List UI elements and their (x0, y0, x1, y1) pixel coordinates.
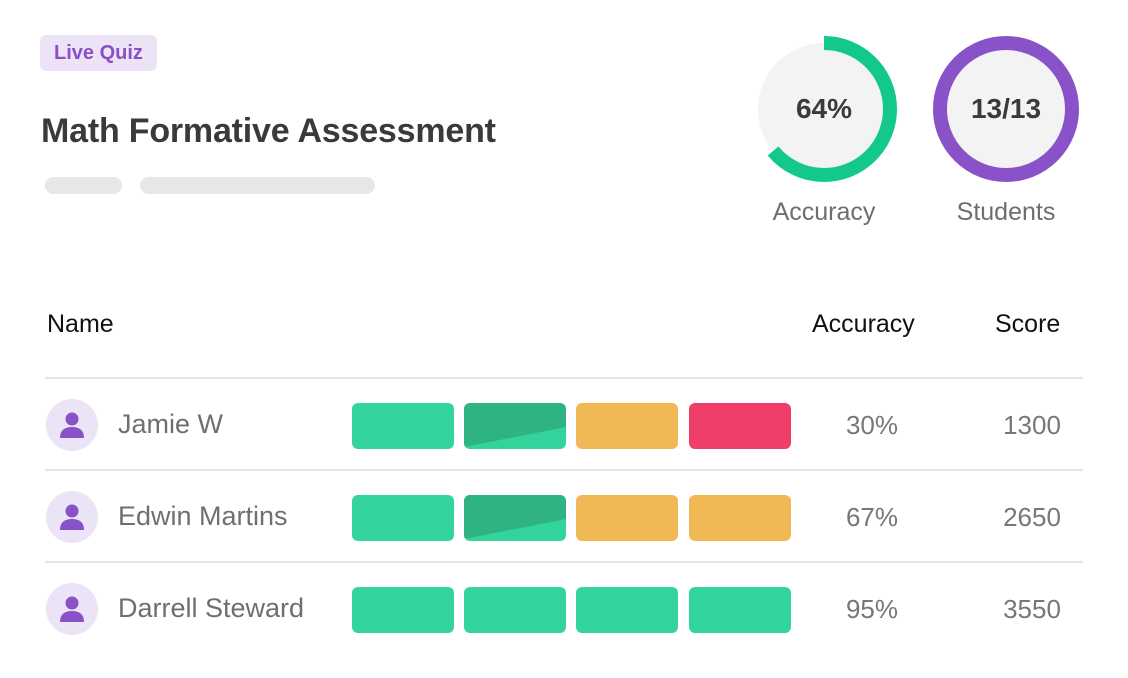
student-score: 1300 (1003, 410, 1061, 440)
students-ring-arc (933, 36, 1079, 182)
answer-blocks (352, 587, 792, 633)
table-divider (45, 469, 1083, 471)
accuracy-summary: 64% Accuracy (749, 34, 899, 227)
live-quiz-badge: Live Quiz (40, 35, 157, 71)
student-accuracy: 67% (845, 502, 899, 532)
accuracy-label: Accuracy (772, 198, 876, 226)
avatar (46, 491, 98, 543)
accuracy-ring-arc (751, 36, 897, 182)
answer-blocks (352, 403, 792, 449)
answer-block-partial[interactable] (464, 495, 566, 541)
person-icon (60, 504, 84, 530)
column-header-name[interactable]: Name (47, 310, 114, 338)
students-ring: 13/13 (931, 34, 1081, 184)
table-row[interactable]: Edwin Martins 67% 2650 (45, 471, 1083, 563)
student-name[interactable]: Jamie W (118, 409, 224, 439)
table-row[interactable]: Darrell Steward 95% 3550 (45, 563, 1083, 655)
student-score: 3550 (1003, 594, 1061, 624)
table-divider (45, 561, 1083, 563)
person-icon (60, 596, 84, 622)
student-name[interactable]: Edwin Martins (118, 501, 288, 531)
column-header-accuracy[interactable]: Accuracy (812, 310, 915, 338)
accuracy-value: 64% (795, 93, 853, 124)
students-value: 13/13 (970, 93, 1042, 124)
table-row[interactable]: Jamie W 30% 1300 (45, 379, 1083, 471)
accuracy-ring: 64% (749, 34, 899, 184)
student-accuracy: 30% (845, 410, 899, 440)
answer-blocks (352, 495, 792, 541)
answer-block-incorrect-red[interactable] (689, 403, 791, 449)
answer-block-incorrect-yellow[interactable] (576, 495, 678, 541)
table-divider (45, 377, 1083, 379)
student-name[interactable]: Darrell Steward (118, 593, 305, 623)
answer-block-correct[interactable] (689, 587, 791, 633)
answer-block-partial[interactable] (464, 403, 566, 449)
answer-block-incorrect-yellow[interactable] (576, 403, 678, 449)
page-title: Math Formative Assessment (41, 112, 496, 150)
placeholder-bar-long (140, 177, 375, 194)
avatar (46, 583, 98, 635)
placeholder-bar-short (45, 177, 122, 194)
avatar (46, 399, 98, 451)
students-label: Students (956, 198, 1056, 226)
answer-block-correct[interactable] (576, 587, 678, 633)
students-summary: 13/13 Students (931, 34, 1081, 227)
answer-block-correct[interactable] (352, 403, 454, 449)
student-accuracy: 95% (845, 594, 899, 624)
answer-block-incorrect-yellow[interactable] (689, 495, 791, 541)
answer-block-correct[interactable] (352, 587, 454, 633)
person-icon (60, 412, 84, 438)
answer-block-correct[interactable] (352, 495, 454, 541)
answer-block-correct[interactable] (464, 587, 566, 633)
student-score: 2650 (1003, 502, 1061, 532)
column-header-score[interactable]: Score (995, 310, 1061, 338)
